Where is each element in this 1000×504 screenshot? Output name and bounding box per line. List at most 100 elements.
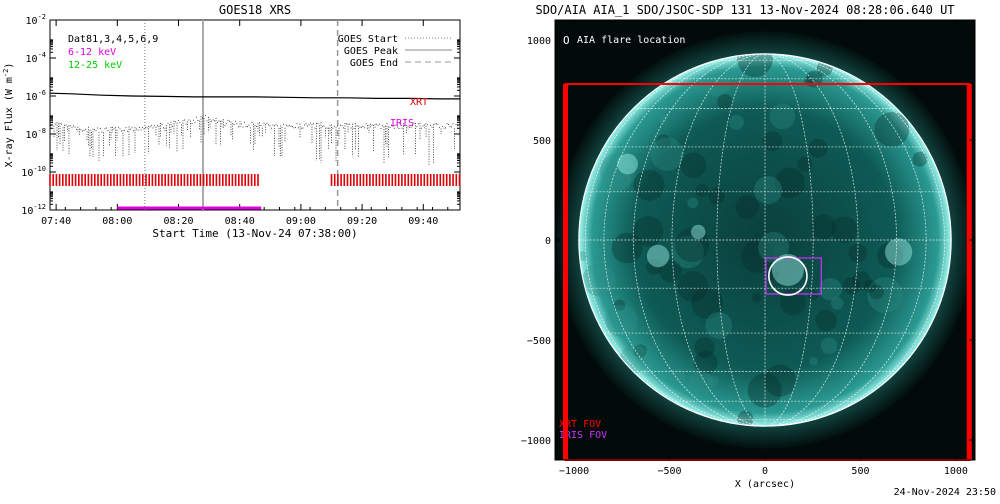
short-channel-trace [50,115,458,167]
disk-texture-blob [779,289,807,316]
y-tick-base: 10 [26,16,38,27]
disk-texture-blob [611,232,643,264]
disk-texture-blob [606,167,632,193]
y-tick-label: 10-12 [21,203,46,217]
disk-texture-blob [809,357,818,366]
disk-texture-blob [753,176,783,205]
y-tick-label: −500 [527,336,551,347]
goes-xrs-plot: GOES18 XRS10-1210-1010-810-610-410-207:4… [2,3,461,240]
active-region [646,244,670,268]
iris-coverage-label: IRIS [390,118,414,129]
disk-texture-blob [708,187,725,205]
longitude-line [764,53,859,427]
active-region [885,238,913,266]
goes-xrs-chart: GOES18 XRS 10-12 10-10 10-8 10-6 10-4 10-2 07:4… [0,0,470,260]
disk-texture-blob [820,337,838,355]
y-tick-label: 1000 [527,36,551,47]
y-tick-label: 500 [533,136,551,147]
legend-right-item: GOES End [350,58,398,69]
y-tick-label: −1000 [521,436,551,447]
y-tick-label: 10-10 [21,165,46,179]
y-tick-base: 10 [26,54,38,65]
disk-texture-blob [633,169,665,201]
longitude-line [716,53,766,427]
disk-texture-blob [808,138,828,158]
chart-title: GOES18 XRS [219,3,291,17]
disk-texture-blob [737,410,754,427]
y-tick-exp: -4 [38,51,46,59]
disk-texture-blob [811,214,836,240]
x-tick-label: 0 [762,466,768,477]
xrt-coverage-segment [330,174,461,186]
y-tick-exp: -2 [38,13,46,21]
y-axis-label: X-ray Flux (W m-2) [2,63,15,168]
disk-texture-blob [674,227,710,263]
generation-timestamp: 24-Nov-2024 23:50 [893,487,996,498]
disk-texture-blob [729,114,744,130]
legend-left-item: 12-25 keV [68,60,122,71]
heliographic-grid [578,53,952,427]
longitude-line [671,53,766,427]
xrt-fov-label: XRT FOV [559,419,601,430]
disk-texture-blob [671,235,705,269]
x-tick-label: 09:00 [286,216,316,227]
x-tick-label: 08:00 [102,216,132,227]
disk-texture-blob [688,370,713,396]
disk-texture-blob [807,289,819,301]
disk-texture-blob [599,153,636,189]
x-tick-label: 500 [851,466,869,477]
disk-texture [578,53,928,427]
y-tick-label: 10-2 [26,13,46,27]
x-tick-label: 09:40 [408,216,438,227]
x-tick-label: 1000 [944,466,968,477]
disk-texture-blob [735,195,759,219]
disk-texture-blob [694,337,715,358]
legend-left-item: 6-12 keV [68,47,116,58]
y-tick-base: 10 [21,206,33,217]
disk-texture-blob [687,197,699,209]
y-axis-label-part: ) [4,63,15,69]
longitude-line [764,53,814,427]
disk-texture-blob [708,376,719,387]
disk-texture-blob [695,183,709,198]
y-tick-exp: -12 [33,203,46,211]
xrt-coverage-segment [49,174,259,186]
disk-texture-blob [769,103,796,130]
disk-texture-blob [656,134,671,150]
y-tick-label: 10-6 [26,89,46,103]
disk-texture-blob [605,304,638,338]
disk-texture-blob [831,216,858,244]
y-tick-exp: -6 [38,89,46,97]
disk-texture-blob [693,350,718,375]
flare-legend-symbol: O [563,34,570,47]
chart-title: SDO/AIA AIA_1 SDO/JSOC-SDP 131 13-Nov-20… [535,3,954,17]
disk-texture-blob [764,364,797,397]
iris-fov-label: IRIS FOV [559,430,607,441]
disk-texture-blob [751,292,762,303]
disk-texture-blob [912,151,928,167]
disk-texture-blob [633,216,664,247]
disk-texture-blob [646,259,663,275]
disk-texture-blob [613,299,626,311]
x-tick-label: 07:40 [41,216,71,227]
active-region [690,224,706,240]
disk-texture-blob [737,53,773,77]
longitude-line [603,53,766,427]
disk-texture-blob [819,277,842,301]
flare-location-marker [768,256,808,296]
legend-right-item: GOES Peak [344,46,398,57]
y-axis-label-part: -2 [2,69,10,77]
xrt-coverage-label: XRT [410,97,428,108]
legend-right-item: GOES Start [338,34,398,45]
disk-texture-blob [877,242,904,269]
x-tick-label: 08:40 [225,216,255,227]
disk-texture-blob [680,152,707,179]
y-tick-label: 0 [545,236,551,247]
y-tick-base: 10 [26,92,38,103]
disk-texture-blob [633,344,647,358]
disk-texture-blob [863,279,877,293]
active-region [617,153,638,175]
y-tick-exp: -10 [33,165,46,173]
plot-frame [49,19,461,211]
active-region [771,254,804,286]
